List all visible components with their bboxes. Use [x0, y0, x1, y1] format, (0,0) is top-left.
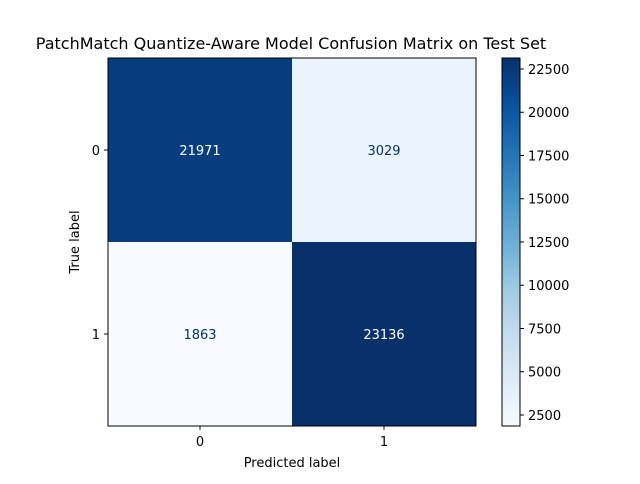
- matrix-cell-0-0: [108, 58, 292, 242]
- cell-value-label-1-0: 1863: [183, 328, 216, 343]
- x-tick-label: 1: [380, 435, 388, 450]
- colorbar-ticks: 2500 5000 7500 10000 12500 15000 17500 20000 225…: [520, 63, 569, 424]
- chart-title: PatchMatch Quantize-Aware Model Confusio…: [36, 34, 546, 53]
- colorbar: [501, 57, 521, 427]
- x-axis-label: Predicted label: [244, 456, 341, 471]
- colorbar-tick-label: 5000: [528, 366, 561, 381]
- colorbar-tick-label: 10000: [528, 279, 569, 294]
- colorbar-tick-label: 7500: [528, 322, 561, 337]
- colorbar-tick-label: 12500: [528, 236, 569, 251]
- colorbar-tick-label: 17500: [528, 149, 569, 164]
- colorbar-tick-label: 20000: [528, 106, 569, 121]
- y-tick-label: 1: [92, 328, 100, 343]
- matrix-frame: [107, 57, 477, 427]
- cell-value-label-0-0: 21971: [179, 144, 220, 159]
- matrix-cells: [108, 58, 476, 426]
- cell-value-label-1-1: 23136: [363, 328, 404, 343]
- matrix-cell-1-1: [292, 242, 476, 426]
- matrix-cell-0-1: [292, 58, 476, 242]
- y-tick-label: 0: [92, 144, 100, 159]
- colorbar-tick-label: 22500: [528, 63, 569, 78]
- matrix-cell-labels: 21971 3029 1863 23136: [179, 144, 404, 343]
- y-axis-label: True label: [68, 210, 83, 274]
- colorbar-tick-label: 2500: [528, 409, 561, 424]
- cell-value-label-0-1: 3029: [367, 144, 400, 159]
- colorbar-tick-label: 15000: [528, 193, 569, 208]
- x-tick-label: 0: [196, 435, 204, 450]
- y-axis-ticks: 01: [92, 144, 108, 343]
- matrix-cell-1-0: [108, 242, 292, 426]
